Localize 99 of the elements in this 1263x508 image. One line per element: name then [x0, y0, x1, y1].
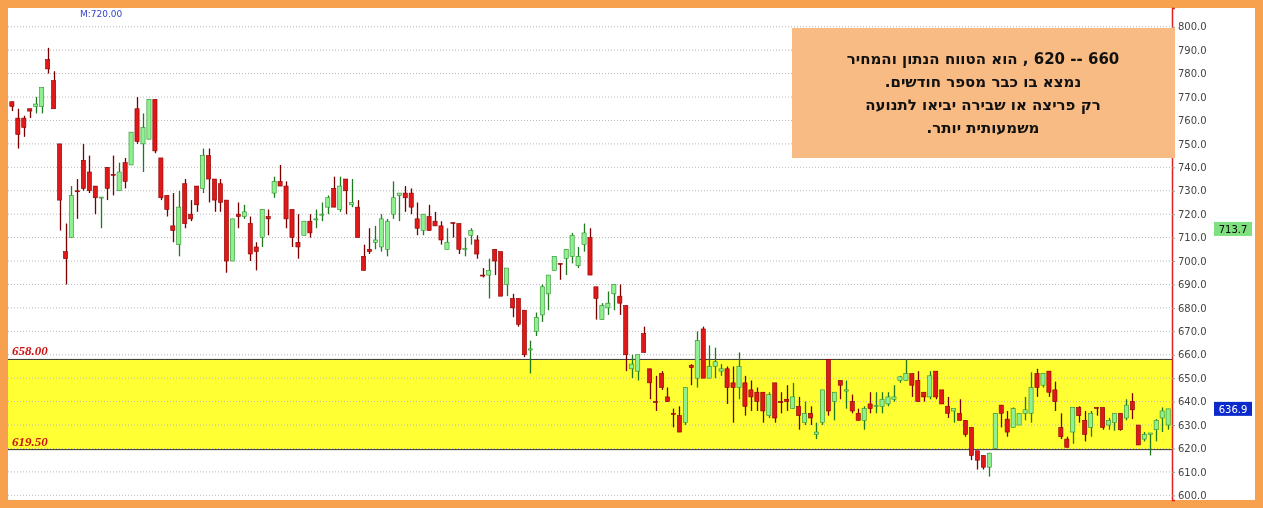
candlestick	[307, 213, 313, 239]
y-tick-label: 700.0	[1178, 255, 1207, 267]
candlestick	[849, 393, 855, 414]
candlestick	[349, 178, 354, 208]
y-tick-label: 630.0	[1178, 419, 1207, 431]
y-tick-label: 620.0	[1178, 443, 1207, 455]
candlestick	[653, 375, 658, 412]
y-tick-label: 760.0	[1178, 115, 1207, 127]
candlestick	[337, 176, 343, 213]
candlestick	[331, 176, 337, 208]
y-tick-label: 780.0	[1178, 68, 1207, 80]
candlestick	[265, 208, 271, 236]
candlestick	[790, 382, 796, 410]
candlestick	[808, 405, 813, 426]
candlestick	[1034, 368, 1040, 398]
candlestick	[581, 222, 587, 253]
y-tick-label: 640.0	[1178, 396, 1207, 408]
candlestick	[611, 283, 617, 311]
text: 636.9	[1218, 403, 1248, 415]
y-tick-label: 600.0	[1178, 490, 1207, 502]
candlestick	[688, 363, 694, 386]
candlestick	[617, 283, 623, 316]
y-tick-label: 610.0	[1178, 466, 1207, 478]
candlestick	[319, 201, 325, 222]
candlestick	[528, 340, 533, 375]
candlestick	[1129, 392, 1135, 420]
candlestick	[45, 47, 51, 75]
candlestick	[170, 192, 176, 243]
candlestick	[444, 227, 450, 250]
annotation: 660 -- 620 , הוא הטווח הנתון והמחיר	[846, 50, 1120, 68]
candlestick	[367, 227, 372, 255]
candlestick	[671, 407, 676, 429]
candlestick	[837, 379, 843, 400]
candlestick	[390, 180, 396, 220]
candlestick	[343, 178, 349, 215]
candlestick	[75, 178, 80, 220]
candlestick	[1058, 412, 1064, 440]
candlestick	[861, 405, 867, 431]
y-tick-label: 750.0	[1178, 138, 1207, 150]
y-tick-label: 720.0	[1178, 208, 1207, 220]
annotation: M:720.00	[80, 9, 123, 19]
candlestick	[122, 157, 128, 190]
candlestick	[98, 196, 104, 229]
y-tick-label: 710.0	[1178, 232, 1207, 244]
candlestick	[843, 379, 849, 410]
candlestick	[802, 400, 807, 426]
candlestick	[63, 222, 68, 286]
annotation: רק פריצה או שבירה יביאו לתנועה	[865, 96, 1101, 114]
candlestick	[474, 234, 480, 260]
y-tick-label: 650.0	[1178, 372, 1207, 384]
annotation: נמצא בו כבר מספר חודשים.	[884, 73, 1082, 91]
candlestick	[325, 194, 331, 215]
annotation: משמעותית יותר.	[926, 119, 1040, 137]
candlestick	[194, 185, 200, 213]
candlestick	[593, 286, 599, 321]
candlestick	[235, 201, 241, 229]
y-tick-label: 680.0	[1178, 302, 1207, 314]
candlestick	[1153, 418, 1159, 443]
text: 713.7	[1218, 223, 1248, 235]
ref-line-label: 619.50	[12, 433, 49, 449]
candlestick	[313, 208, 319, 229]
y-tick-label: 660.0	[1178, 349, 1207, 361]
y-tick-label: 690.0	[1178, 279, 1207, 291]
candlestick	[1088, 410, 1094, 438]
candlestick	[361, 243, 366, 272]
candlestick	[766, 391, 772, 419]
candlestick	[396, 192, 402, 222]
candlestick	[986, 452, 992, 478]
candlestick	[641, 325, 647, 354]
candlestick	[867, 391, 873, 414]
candlestick	[462, 236, 468, 257]
y-tick-label: 800.0	[1178, 21, 1207, 33]
candlestick	[486, 258, 492, 300]
y-tick-label: 790.0	[1178, 44, 1207, 56]
candlestick	[1082, 410, 1088, 443]
candlestick	[831, 391, 837, 421]
candlestick	[647, 368, 652, 400]
candlestick	[414, 201, 420, 236]
candlestick	[116, 161, 122, 192]
candlestick	[736, 351, 742, 400]
candlestick	[945, 396, 950, 419]
y-tick-label: 670.0	[1178, 326, 1207, 338]
candlestick	[659, 370, 664, 391]
y-tick-label: 730.0	[1178, 185, 1207, 197]
candlestick	[504, 267, 509, 297]
y-tick-label: 740.0	[1178, 162, 1207, 174]
candlestick	[1135, 424, 1141, 446]
y-tick-label: 770.0	[1178, 91, 1207, 103]
candlestick	[927, 370, 933, 400]
candlestick	[1004, 410, 1010, 438]
ref-line-label: 658.00	[12, 343, 49, 359]
candlestick	[533, 311, 539, 337]
candlestick	[295, 213, 301, 260]
candlestick	[1124, 398, 1129, 421]
candlestick	[677, 405, 682, 433]
candlestick	[998, 404, 1004, 429]
candlestick	[420, 213, 426, 236]
candlestick	[796, 396, 801, 431]
candlestick	[271, 176, 277, 199]
